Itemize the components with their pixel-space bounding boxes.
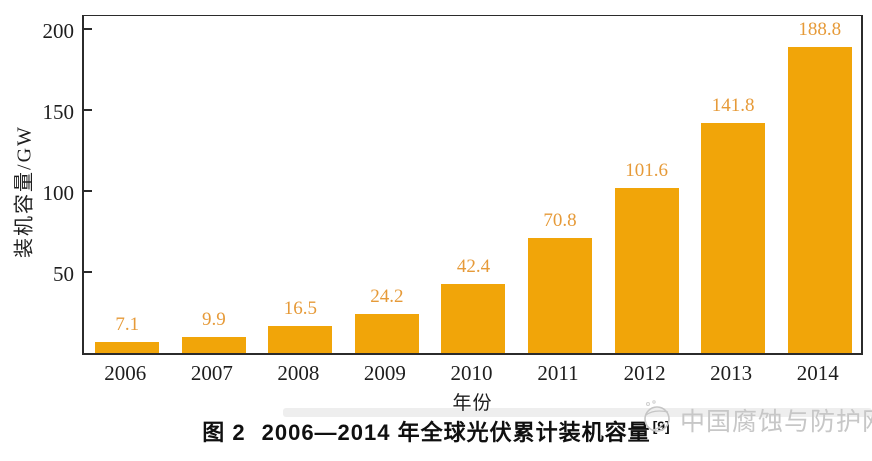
x-tick-label: 2010	[450, 361, 493, 385]
bar-group: 16.5	[257, 16, 344, 353]
bar-group: 188.8	[776, 16, 863, 353]
plot-area: 7.1 9.9 16.5 24.2 42.4 70.8 101.6 141.8 188.8	[82, 15, 863, 355]
y-tick-mark	[84, 189, 92, 192]
x-tick-labels: 2006 2007 2008 2009 2010 2011 2012 2013 2014	[82, 361, 863, 387]
bar-value-label: 16.5	[283, 298, 317, 320]
y-tick-labels: 50 100 150 200	[0, 15, 75, 355]
bar	[268, 326, 333, 353]
bar-group: 9.9	[171, 16, 258, 353]
bar-value-label: 7.1	[115, 313, 140, 335]
bar-group: 42.4	[430, 16, 517, 353]
x-tick-label: 2009	[363, 361, 406, 385]
x-tick-label: 2011	[537, 361, 579, 385]
y-tick-mark	[84, 270, 92, 273]
scan-streak-artifact	[283, 408, 872, 417]
figure-caption-text: 2006—2014 年全球光伏累计装机容量	[261, 420, 651, 445]
figure-caption-number: 图 2	[202, 420, 246, 445]
x-tick-label: 2014	[796, 361, 839, 385]
x-tick-label: 2006	[104, 361, 147, 385]
bar-group: 7.1	[84, 16, 171, 353]
bar-value-label: 42.4	[456, 256, 491, 278]
bar	[441, 284, 506, 353]
y-tick-label: 100	[42, 180, 75, 205]
x-tick-label: 2012	[623, 361, 666, 385]
y-tick-label: 50	[53, 261, 74, 286]
bar	[787, 47, 852, 353]
y-tick-label: 200	[42, 18, 75, 43]
watermark: 中国腐蚀与防护网	[640, 399, 872, 440]
x-axis-title: 年份	[452, 393, 493, 414]
bar-value-label: 9.9	[201, 308, 226, 330]
y-tick-mark	[84, 27, 92, 30]
bar	[528, 238, 593, 353]
bar-value-label: 101.6	[625, 160, 668, 182]
bar	[181, 336, 246, 353]
x-tick-label: 2013	[710, 361, 753, 385]
bar-value-label: 141.8	[711, 95, 755, 117]
bar-value-label: 188.8	[798, 19, 842, 41]
bar-group: 24.2	[344, 16, 431, 353]
x-tick-label: 2008	[277, 361, 320, 385]
bar-group: 141.8	[690, 16, 777, 353]
globe-sketch-icon	[640, 399, 674, 440]
bar-group: 101.6	[603, 16, 690, 353]
bar	[354, 313, 419, 353]
x-tick-label: 2007	[190, 361, 233, 385]
bar	[95, 341, 160, 353]
y-tick-label: 150	[42, 99, 75, 124]
bar-value-label: 24.2	[370, 285, 404, 307]
bar	[701, 123, 766, 353]
y-tick-mark	[84, 108, 92, 111]
bar-group: 70.8	[517, 16, 604, 353]
bar	[614, 188, 679, 353]
bar-value-label: 70.8	[543, 210, 577, 232]
watermark-text: 中国腐蚀与防护网	[680, 407, 872, 436]
figure-caption: 图 2 2006—2014 年全球光伏累计装机容量 [9]	[0, 415, 872, 447]
